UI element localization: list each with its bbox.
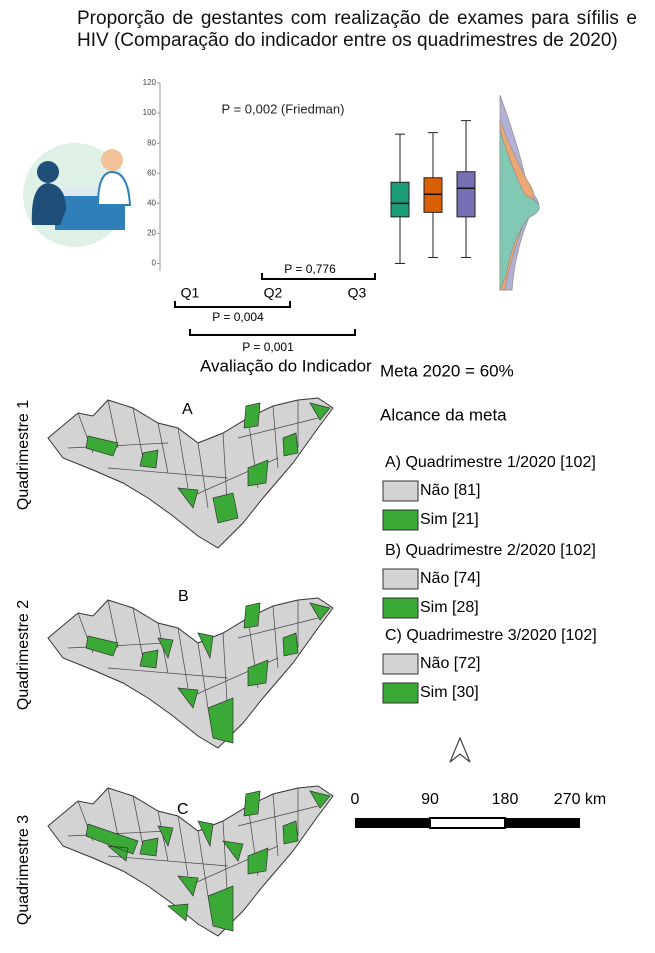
scale-label: 90 [421, 791, 439, 808]
map-letter: C [177, 801, 189, 818]
row-label: Quadrimestre 3 [15, 815, 32, 925]
y-tick-label: 100 [143, 108, 157, 117]
legend-swatch [382, 653, 419, 675]
north-arrow [449, 736, 471, 763]
consultation-icon [23, 143, 132, 247]
x-tick-label: Q2 [264, 285, 283, 301]
y-tick-label: 80 [147, 138, 156, 147]
scale-label: 270 km [554, 791, 606, 808]
y-tick-label: 40 [147, 198, 156, 207]
y-tick-label: 120 [143, 78, 157, 87]
comparison-label: P = 0,001 [242, 340, 294, 354]
y-tick-label: 60 [147, 168, 156, 177]
scale-label: 180 [492, 791, 519, 808]
legend-swatch [382, 568, 419, 590]
legend-group-title: C) Quadrimestre 3/2020 [102] [385, 627, 597, 644]
comparison-bracket [189, 329, 356, 336]
map-a [47, 397, 334, 549]
box [390, 181, 410, 218]
legend-item: Sim [28] [420, 599, 479, 616]
legend-group-title: A) Quadrimestre 1/2020 [102] [385, 454, 596, 471]
scale-bar [355, 817, 580, 829]
legend-item: Sim [30] [420, 684, 479, 701]
comparison-label: P = 0,004 [212, 310, 264, 324]
annotation: P = 0,002 (Friedman) [222, 101, 345, 116]
density-plot [499, 94, 540, 291]
x-tick-label: Q1 [181, 285, 200, 301]
map-c [47, 785, 334, 937]
legend-item: Sim [21] [420, 511, 479, 528]
box [456, 171, 476, 218]
map-title: Avaliação do Indicador [200, 356, 372, 375]
row-label: Quadrimestre 2 [15, 600, 32, 710]
goal: Meta 2020 = 60% [380, 361, 514, 380]
comparison-bracket [174, 301, 291, 308]
legend-swatch [382, 509, 419, 531]
x-tick-label: Q3 [348, 285, 367, 301]
map-b [47, 597, 334, 749]
row-label: Quadrimestre 1 [15, 400, 32, 510]
legend-heading: Alcance da meta [380, 405, 507, 424]
comparison-label: P = 0,776 [284, 262, 336, 276]
legend-item: Não [72] [420, 655, 480, 672]
scale-label: 0 [351, 791, 360, 808]
box [423, 177, 443, 213]
figure-title: Proporção de gestantes com realização de… [77, 8, 637, 51]
y-tick-label: 0 [152, 259, 157, 268]
legend-group-title: B) Quadrimestre 2/2020 [102] [385, 542, 596, 559]
y-tick-label: 20 [147, 229, 156, 238]
legend-swatch [382, 682, 419, 704]
legend-swatch [382, 480, 419, 502]
map-letter: B [178, 588, 189, 605]
legend-item: Não [74] [420, 570, 480, 587]
comparison-bracket [261, 273, 376, 280]
map-letter: A [182, 401, 193, 418]
legend-swatch [382, 597, 419, 619]
legend-item: Não [81] [420, 482, 480, 499]
